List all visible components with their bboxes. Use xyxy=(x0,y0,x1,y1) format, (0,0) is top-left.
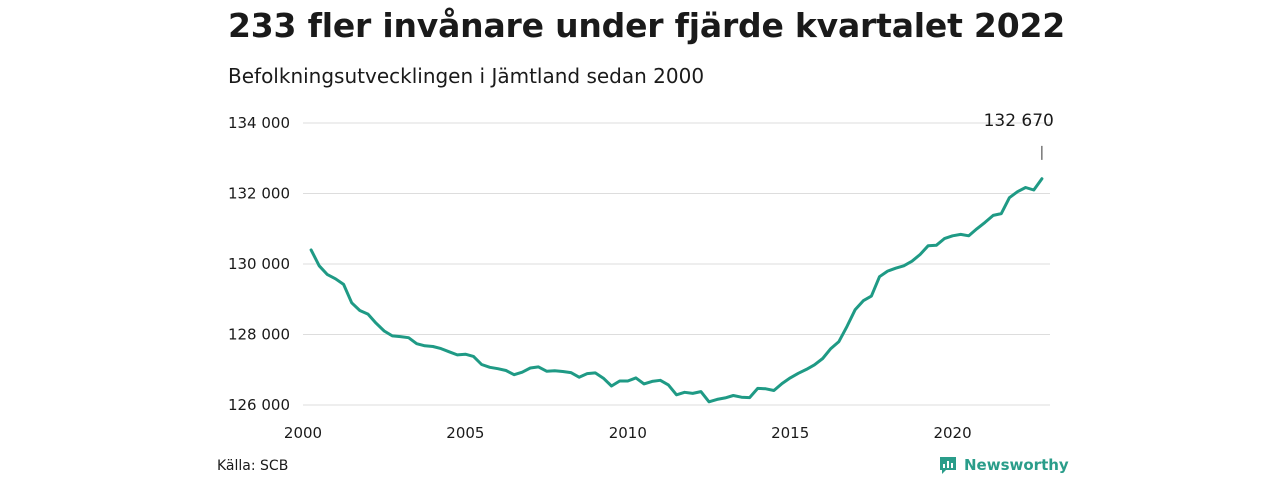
brand-logo[interactable]: Newsworthy xyxy=(938,455,1069,475)
series-layer xyxy=(309,177,1044,404)
x-tick-label: 2010 xyxy=(609,424,647,442)
x-tick-label: 2020 xyxy=(933,424,971,442)
y-tick-label: 132 000 xyxy=(228,185,290,203)
x-tick-label: 2015 xyxy=(771,424,809,442)
y-axis-ticks: 126 000 128 000 130 000 132 000 134 000 xyxy=(228,114,290,414)
annotation: 132 670 xyxy=(984,111,1054,160)
y-tick-label: 126 000 xyxy=(228,396,290,414)
newsworthy-logo-icon xyxy=(938,455,958,475)
series-line xyxy=(309,177,1044,404)
annotation-label: 132 670 xyxy=(984,111,1054,131)
source-note: Källa: SCB xyxy=(217,458,289,474)
y-tick-label: 134 000 xyxy=(228,114,290,132)
y-tick-label: 130 000 xyxy=(228,255,290,273)
grid-lines xyxy=(303,122,1050,406)
y-tick-label: 128 000 xyxy=(228,326,290,344)
brand-name: Newsworthy xyxy=(964,456,1069,474)
line-chart: 126 000 128 000 130 000 132 000 134 000 2000… xyxy=(228,111,1054,442)
chart-subtitle: Befolkningsutvecklingen i Jämtland sedan… xyxy=(228,64,705,88)
chart-title: 233 fler invånare under fjärde kvartalet… xyxy=(228,6,1065,45)
x-axis-ticks: 2000 2005 2010 2015 2020 xyxy=(284,424,972,442)
x-tick-label: 2000 xyxy=(284,424,322,442)
x-tick-label: 2005 xyxy=(446,424,484,442)
